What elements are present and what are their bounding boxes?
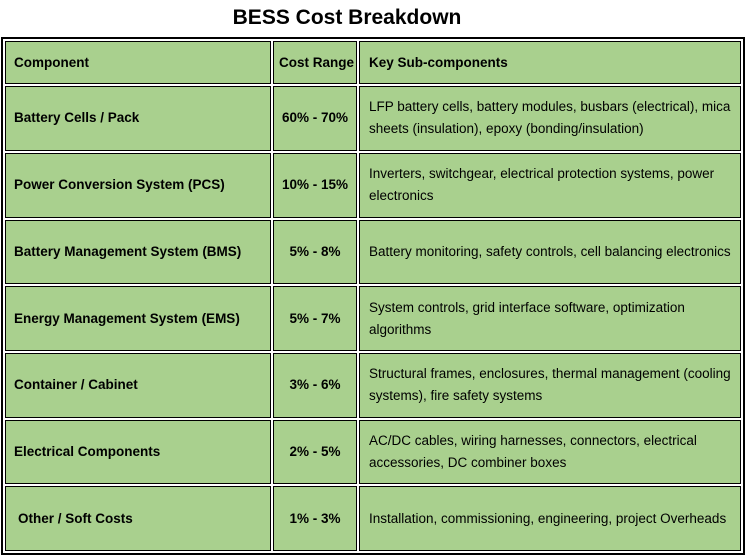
component-cell: Battery Management System (BMS) <box>5 219 271 285</box>
page-title: BESS Cost Breakdown <box>232 6 462 29</box>
sub-components-cell: Inverters, switchgear, electrical protec… <box>359 152 741 218</box>
component-cell: Battery Cells / Pack <box>5 86 271 151</box>
sub-components-cell: LFP battery cells, battery modules, busb… <box>359 86 741 151</box>
table-row: Electrical Components 2% - 5% AC/DC cabl… <box>5 419 741 485</box>
cost-range-cell: 3% - 6% <box>273 352 357 418</box>
component-cell: Container / Cabinet <box>5 352 271 418</box>
component-cell: Other / Soft Costs <box>5 486 271 551</box>
cost-range-cell: 5% - 7% <box>273 286 357 351</box>
cost-range-cell: 60% - 70% <box>273 86 357 151</box>
table-row: Battery Cells / Pack 60% - 70% LFP batte… <box>5 86 741 151</box>
column-header-cost-range: Cost Range <box>273 41 357 85</box>
cost-range-cell: 5% - 8% <box>273 219 357 285</box>
cost-range-cell: 2% - 5% <box>273 419 357 485</box>
sub-components-cell: Battery monitoring, safety controls, cel… <box>359 219 741 285</box>
component-cell: Power Conversion System (PCS) <box>5 152 271 218</box>
column-header-sub-components: Key Sub-components <box>359 41 741 85</box>
table-row: Battery Management System (BMS) 5% - 8% … <box>5 219 741 285</box>
component-cell: Energy Management System (EMS) <box>5 286 271 351</box>
sub-components-cell: Installation, commissioning, engineering… <box>359 486 741 551</box>
table-row: Power Conversion System (PCS) 10% - 15% … <box>5 152 741 218</box>
component-cell: Electrical Components <box>5 419 271 485</box>
column-header-component: Component <box>5 41 271 85</box>
table-row: Container / Cabinet 3% - 6% Structural f… <box>5 352 741 418</box>
cost-breakdown-table: Component Cost Range Key Sub-components … <box>1 37 745 555</box>
sub-components-cell: AC/DC cables, wiring harnesses, connecto… <box>359 419 741 485</box>
sub-components-cell: System controls, grid interface software… <box>359 286 741 351</box>
table-header-row: Component Cost Range Key Sub-components <box>5 41 741 85</box>
table-row: Other / Soft Costs 1% - 3% Installation,… <box>5 486 741 551</box>
sub-components-cell: Structural frames, enclosures, thermal m… <box>359 352 741 418</box>
table-row: Energy Management System (EMS) 5% - 7% S… <box>5 286 741 351</box>
cost-range-cell: 10% - 15% <box>273 152 357 218</box>
cost-range-cell: 1% - 3% <box>273 486 357 551</box>
